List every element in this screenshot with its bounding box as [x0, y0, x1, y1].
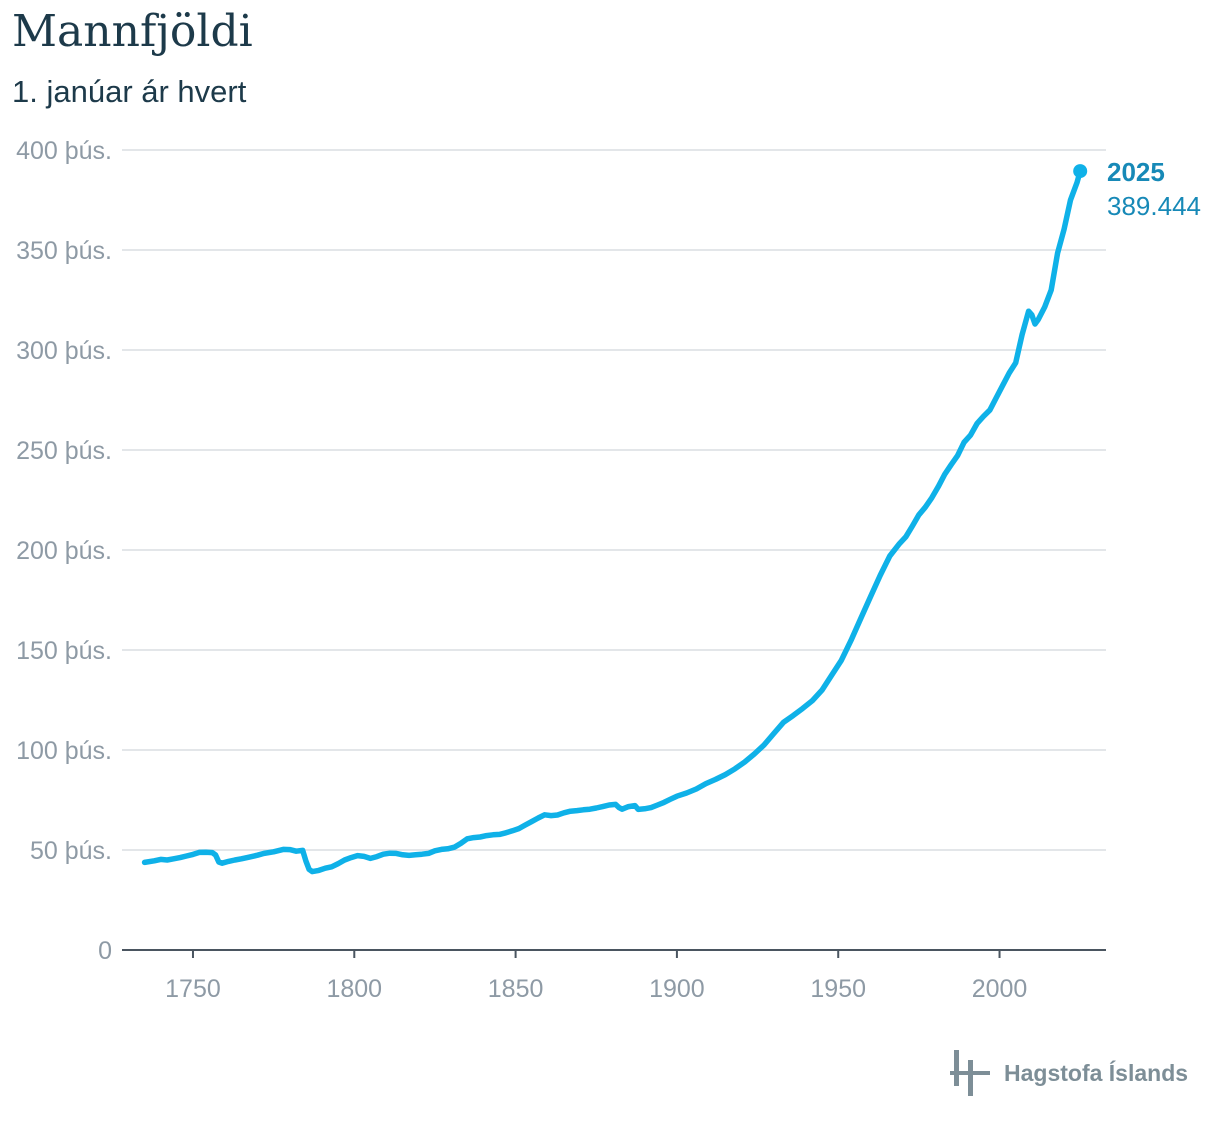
end-label-year: 2025 — [1107, 157, 1165, 187]
hagstofa-logo: Hagstofa Íslands — [950, 1048, 1188, 1098]
y-tick-label: 350 þús. — [16, 237, 112, 265]
y-tick-label: 250 þús. — [16, 437, 112, 465]
x-tick-label: 2000 — [972, 975, 1028, 1003]
y-tick-label: 200 þús. — [16, 537, 112, 565]
chart-title: Mannfjöldi — [12, 6, 253, 57]
chart-subtitle: 1. janúar ár hvert — [12, 74, 247, 109]
end-label-value: 389.444 — [1107, 191, 1201, 221]
x-tick-label: 1750 — [165, 975, 221, 1003]
hagstofa-logo-icon — [950, 1050, 990, 1096]
y-axis-ticks: 0 50 þús. 100 þús. 150 þús. 200 þús. 250 þús.… — [16, 137, 112, 965]
x-tick-label: 1850 — [488, 975, 544, 1003]
x-tick-label: 1900 — [649, 975, 705, 1003]
y-tick-label: 300 þús. — [16, 337, 112, 365]
x-tick-label: 1800 — [326, 975, 382, 1003]
y-tick-label: 400 þús. — [16, 137, 112, 165]
y-tick-label: 150 þús. — [16, 637, 112, 665]
y-tick-label: 100 þús. — [16, 737, 112, 765]
y-tick-label: 0 — [98, 937, 112, 965]
x-tick-label: 1950 — [810, 975, 866, 1003]
end-point-marker — [1073, 164, 1088, 179]
series-line-mannfjoldi — [141, 168, 1083, 875]
hagstofa-logo-text: Hagstofa Íslands — [1004, 1059, 1189, 1086]
x-axis-ticks: 1750 1800 1850 1900 1950 2000 — [165, 950, 1027, 1003]
y-tick-label: 50 þús. — [30, 837, 112, 865]
gridlines — [122, 149, 1106, 851]
